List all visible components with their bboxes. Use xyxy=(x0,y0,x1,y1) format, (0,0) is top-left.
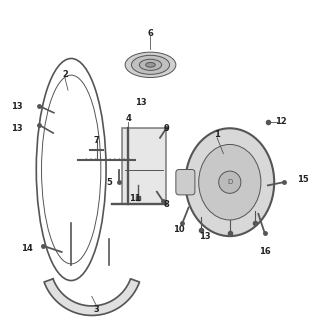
Text: 10: 10 xyxy=(173,225,185,234)
Ellipse shape xyxy=(146,62,155,67)
Text: 13: 13 xyxy=(199,232,210,241)
Text: 9: 9 xyxy=(164,124,169,133)
Ellipse shape xyxy=(185,128,274,236)
Text: 13: 13 xyxy=(12,124,23,133)
Ellipse shape xyxy=(132,55,170,74)
Ellipse shape xyxy=(219,171,241,193)
Text: 8: 8 xyxy=(164,200,169,209)
Ellipse shape xyxy=(140,59,162,70)
Text: 7: 7 xyxy=(94,136,100,146)
Ellipse shape xyxy=(199,144,261,220)
Text: 5: 5 xyxy=(106,178,112,187)
Text: 14: 14 xyxy=(21,244,33,253)
Polygon shape xyxy=(44,279,140,316)
Text: 2: 2 xyxy=(62,70,68,79)
Text: 15: 15 xyxy=(297,174,308,184)
Text: 12: 12 xyxy=(275,117,286,126)
Text: D: D xyxy=(227,179,232,185)
Text: 6: 6 xyxy=(148,28,153,38)
Text: 13: 13 xyxy=(135,99,147,108)
Text: 4: 4 xyxy=(125,114,131,123)
Text: 1: 1 xyxy=(214,130,220,139)
Text: 3: 3 xyxy=(94,305,100,314)
Text: 11: 11 xyxy=(129,194,140,203)
Text: 13: 13 xyxy=(12,101,23,111)
FancyBboxPatch shape xyxy=(122,128,166,204)
Text: 16: 16 xyxy=(259,247,270,257)
Ellipse shape xyxy=(125,52,176,77)
FancyBboxPatch shape xyxy=(176,170,195,195)
